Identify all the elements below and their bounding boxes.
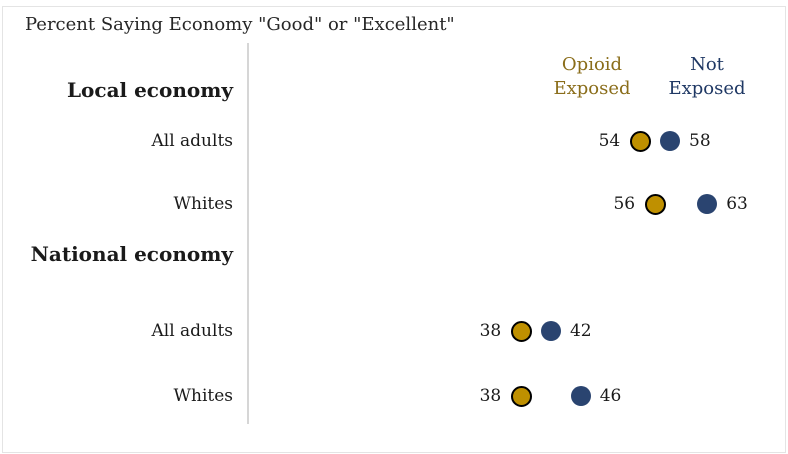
- not-exposed-value: 46: [599, 386, 622, 406]
- opioid-exposed-dot: [510, 320, 532, 342]
- opioid-exposed-value: 38: [479, 321, 502, 341]
- opioid-exposed-value: 56: [613, 194, 636, 214]
- opioid-exposed-value: 38: [479, 386, 502, 406]
- opioid-exposed-dot: [644, 193, 666, 215]
- chart-title: Percent Saying Economy "Good" or "Excell…: [25, 14, 455, 35]
- not-exposed-value: 63: [726, 194, 748, 214]
- not-exposed-dot: [570, 386, 591, 406]
- opioid-exposed-value: 54: [598, 131, 621, 151]
- legend-not-exposed: Not Exposed: [668, 54, 746, 99]
- row-label: Whites: [173, 386, 233, 406]
- chart-frame-border: [2, 6, 786, 453]
- row-label: All adults: [151, 321, 233, 341]
- row-label: Whites: [173, 194, 233, 214]
- opioid-exposed-dot: [510, 385, 532, 407]
- legend-opioid-exposed: Opioid Exposed: [553, 54, 631, 99]
- not-exposed-value: 58: [689, 131, 711, 151]
- not-exposed-dot: [660, 131, 681, 151]
- opioid-exposed-dot: [629, 130, 651, 152]
- row-label: All adults: [151, 131, 233, 151]
- group-header: Local economy: [66, 78, 233, 102]
- category-axis-line: [247, 43, 249, 424]
- group-header: National economy: [30, 242, 233, 266]
- not-exposed-dot: [540, 321, 561, 341]
- not-exposed-value: 42: [569, 321, 592, 341]
- not-exposed-dot: [697, 194, 718, 214]
